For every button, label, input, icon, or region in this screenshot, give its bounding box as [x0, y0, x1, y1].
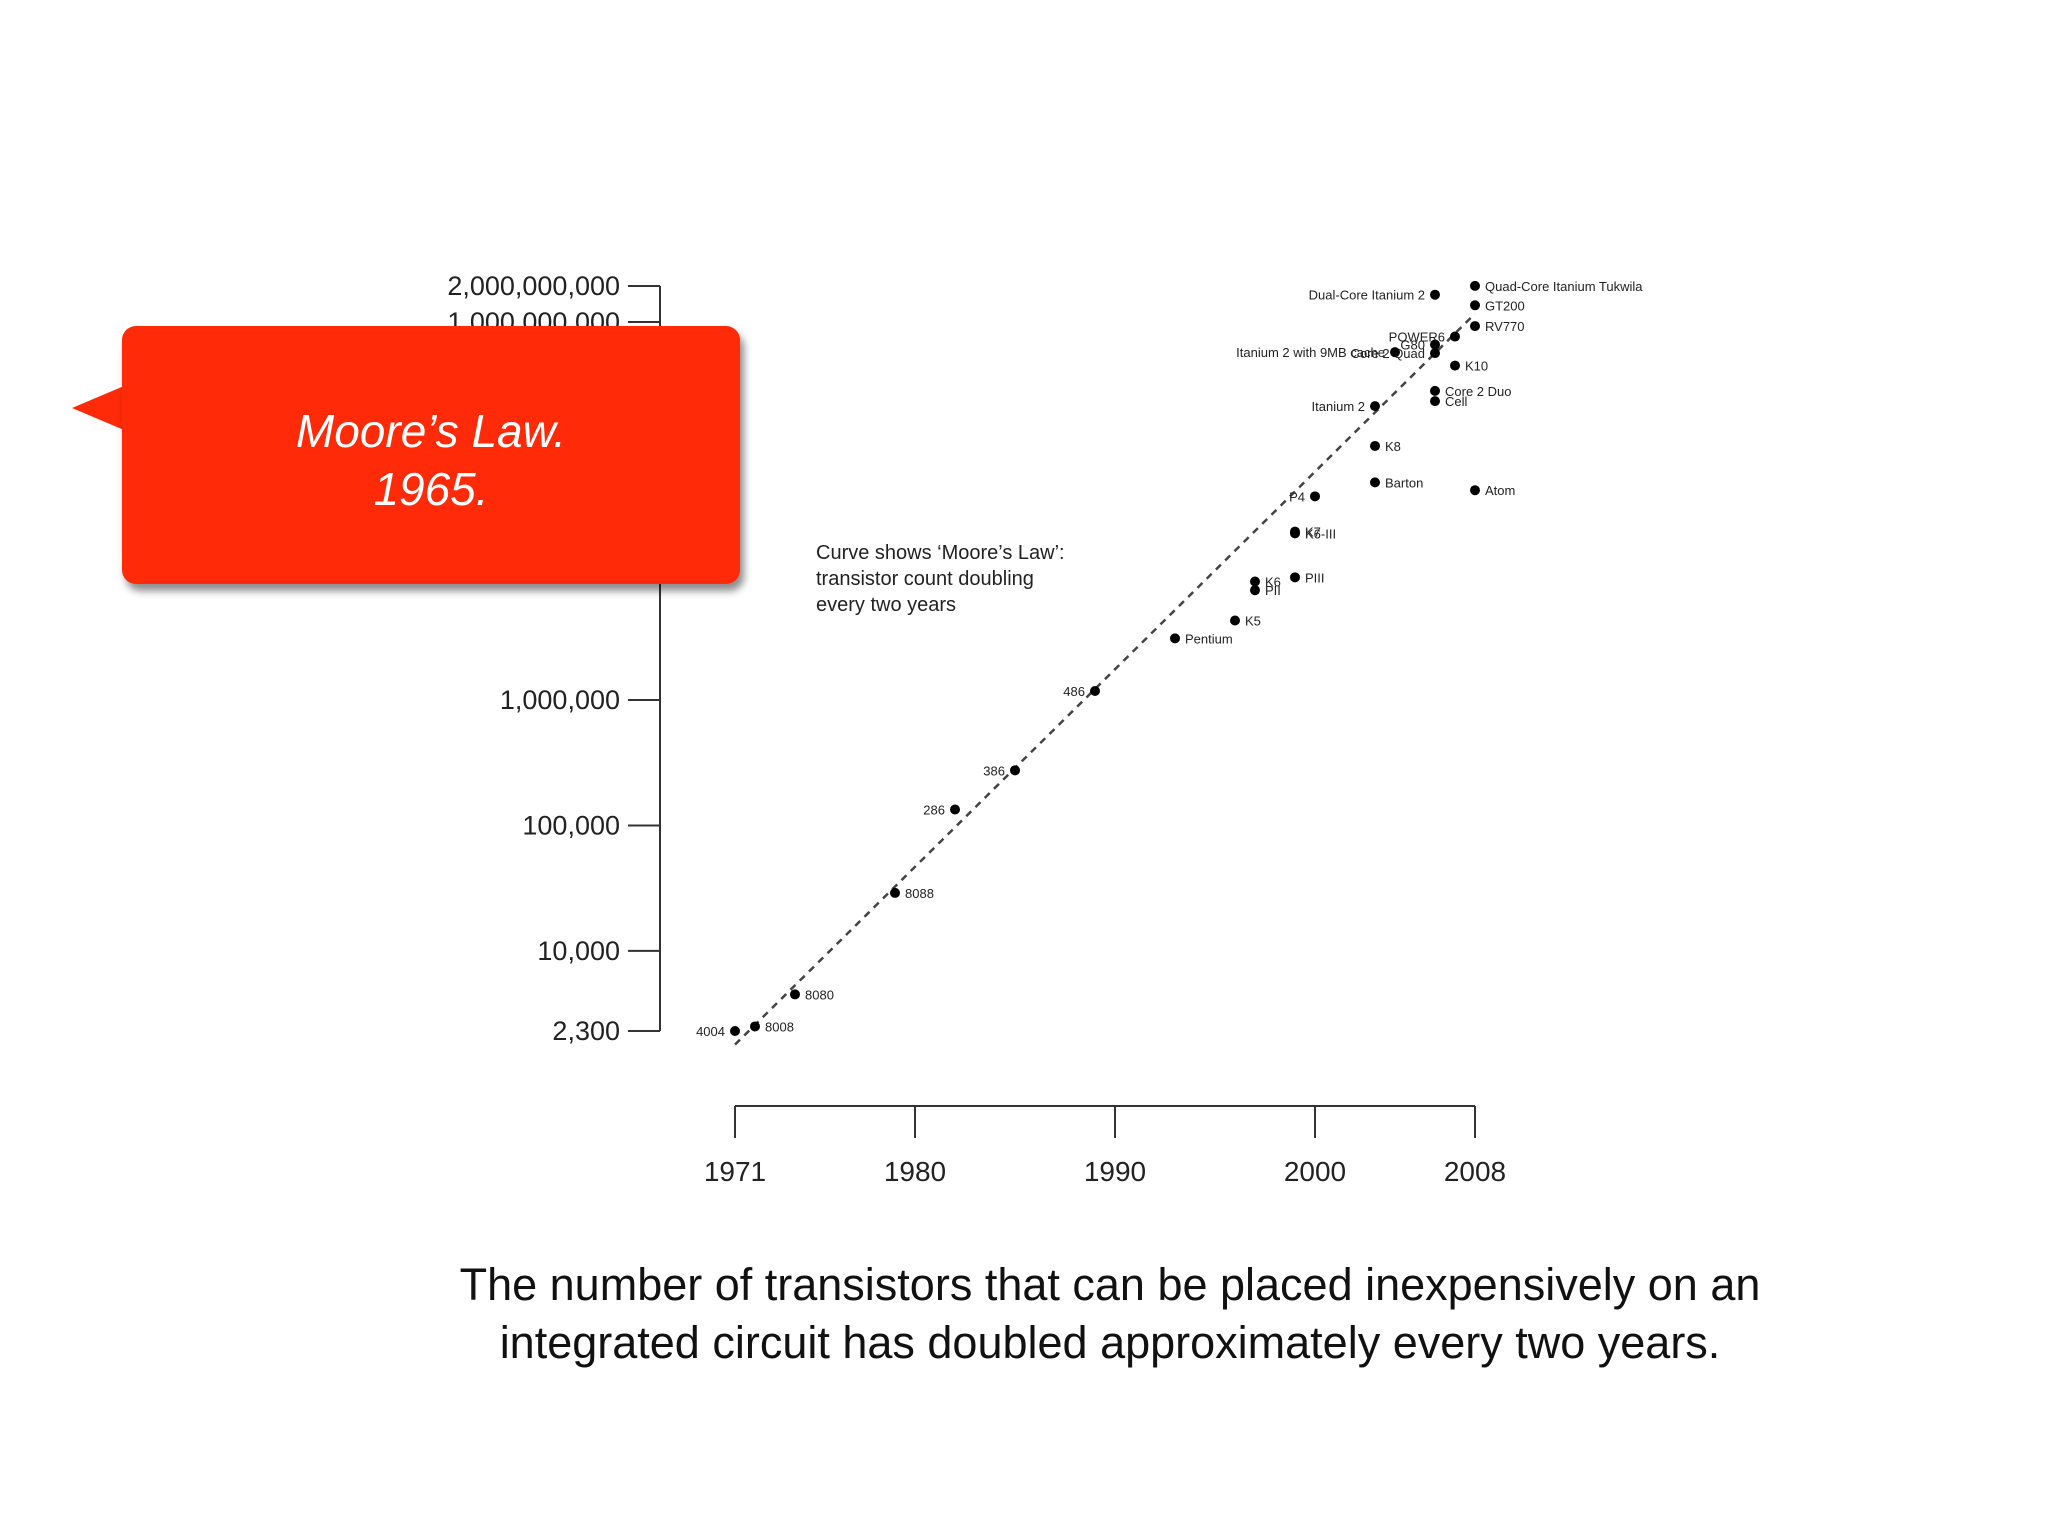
data-label: POWER6 [1389, 330, 1445, 345]
data-point [1310, 491, 1320, 502]
x-tick-label: 2000 [1284, 1156, 1346, 1187]
data-point [1470, 485, 1480, 496]
data-label: PII [1265, 583, 1281, 598]
data-point [1430, 348, 1440, 359]
data-point [890, 887, 900, 898]
data-label: RV770 [1485, 319, 1525, 334]
data-point [1430, 385, 1440, 396]
data-point [1470, 321, 1480, 332]
y-tick-label: 2,000,000,000 [447, 271, 620, 301]
data-label: 386 [983, 763, 1005, 778]
data-label: GT200 [1485, 298, 1525, 313]
data-point [1370, 401, 1380, 412]
data-label: Atom [1485, 483, 1515, 498]
data-point [1290, 572, 1300, 583]
trend-line-group [734, 312, 1476, 1046]
callout-text: Moore’s Law. 1965. [122, 402, 740, 518]
data-label: 8088 [905, 886, 934, 901]
callout-box: Moore’s Law. 1965. [122, 326, 740, 584]
annotation-line: every two years [816, 594, 957, 616]
data-point [1470, 280, 1480, 291]
data-label: K7 [1305, 525, 1321, 540]
data-point [730, 1026, 740, 1036]
data-point [1450, 360, 1460, 371]
x-tick-label: 1990 [1084, 1156, 1146, 1187]
callout-year: 1965. [373, 463, 489, 515]
data-point [1370, 440, 1380, 451]
data-label: 8080 [805, 987, 834, 1002]
data-point [1250, 576, 1260, 587]
data-label: Quad-Core Itanium Tukwila [1485, 279, 1643, 294]
data-point [1230, 615, 1240, 626]
caption-line: integrated circuit has doubled approxima… [499, 1317, 1721, 1368]
caption-line: The number of transistors that can be pl… [459, 1259, 1761, 1310]
data-point [1470, 300, 1480, 311]
data-point [1450, 331, 1460, 342]
y-tick-label: 10,000 [537, 936, 620, 966]
x-tick-label: 1971 [704, 1156, 766, 1187]
data-label: K6 [1265, 575, 1281, 590]
trend-line [734, 312, 1476, 1046]
data-point [1430, 396, 1440, 407]
data-label: Pentium [1185, 631, 1233, 646]
data-label: 286 [923, 803, 945, 818]
y-tick-label: 100,000 [522, 810, 620, 840]
data-point [750, 1021, 760, 1032]
data-label: K6-III [1305, 526, 1336, 541]
data-point [790, 989, 800, 1000]
data-label: Dual-Core Itanium 2 [1309, 288, 1425, 303]
data-label: P4 [1289, 489, 1305, 504]
data-label: Core 2 Duo [1445, 384, 1511, 399]
data-label: Core 2 Quad [1351, 346, 1425, 361]
x-tick-label: 1980 [884, 1156, 946, 1187]
chart-annotation: Curve shows ‘Moore’s Law’: transistor co… [816, 540, 1065, 618]
data-point [1290, 526, 1300, 537]
data-label: K5 [1245, 614, 1261, 629]
data-point [1170, 633, 1180, 644]
annotation-line: transistor count doubling [816, 568, 1034, 590]
axes: 2,30010,000100,0001,000,0001,000,000,000… [447, 271, 1506, 1187]
data-point [950, 804, 960, 815]
data-label: 4004 [696, 1024, 725, 1039]
callout-tail [72, 386, 124, 430]
data-label: Barton [1385, 475, 1423, 490]
data-label: Itanium 2 [1312, 399, 1365, 414]
data-label: G80 [1400, 338, 1425, 353]
callout-title: Moore’s Law. [295, 405, 567, 457]
data-label: 8008 [765, 1019, 794, 1034]
data-label: K10 [1465, 359, 1488, 374]
annotation-line: Curve shows ‘Moore’s Law’: [816, 542, 1065, 564]
data-label: 486 [1063, 684, 1085, 699]
data-point [1010, 765, 1020, 776]
slide-caption: The number of transistors that can be pl… [330, 1256, 1890, 1372]
data-point [1430, 339, 1440, 350]
y-tick-label: 1,000,000 [500, 685, 620, 715]
data-point [1390, 347, 1400, 358]
data-label: K8 [1385, 439, 1401, 454]
data-label: Cell [1445, 394, 1468, 409]
x-tick-label: 2008 [1444, 1156, 1506, 1187]
data-point [1430, 289, 1440, 300]
data-point [1250, 585, 1260, 596]
data-point [1090, 685, 1100, 696]
data-label: PIII [1305, 570, 1325, 585]
data-point [1370, 477, 1380, 488]
data-label: Itanium 2 with 9MB cache [1236, 345, 1385, 360]
y-tick-label: 2,300 [552, 1016, 620, 1046]
